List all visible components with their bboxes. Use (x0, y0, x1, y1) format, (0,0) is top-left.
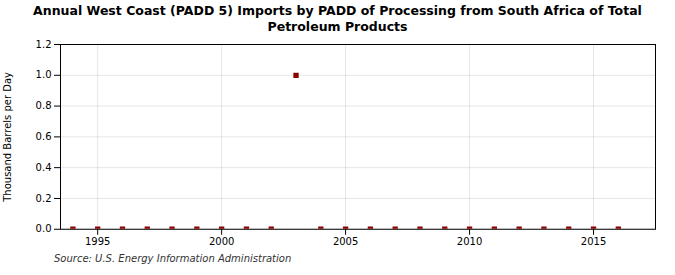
svg-text:2015: 2015 (581, 237, 606, 248)
svg-text:0.4: 0.4 (36, 162, 52, 173)
svg-text:0.0: 0.0 (36, 224, 52, 235)
html-text:Annual West Coast (PADD 5) Imp: Annual West Coast (PADD 5) Imports by PA… (33, 3, 642, 34)
svg-text:0.8: 0.8 (36, 101, 52, 112)
svg-text:2005: 2005 (333, 237, 358, 248)
svg-text:Thousand Barrels per Day: Thousand Barrels per Day (2, 72, 13, 203)
svg-text:2000: 2000 (209, 237, 234, 248)
html-text:Source: U.S. Energy Informatio: Source: U.S. Energy Information Administ… (54, 253, 292, 264)
svg-text:1995: 1995 (85, 237, 110, 248)
svg-text:0.2: 0.2 (36, 193, 52, 204)
svg-text:0.6: 0.6 (36, 131, 52, 142)
svg-text:2010: 2010 (457, 237, 482, 248)
svg-text:1.0: 1.0 (36, 70, 52, 81)
svg-text:1.2: 1.2 (36, 39, 52, 50)
